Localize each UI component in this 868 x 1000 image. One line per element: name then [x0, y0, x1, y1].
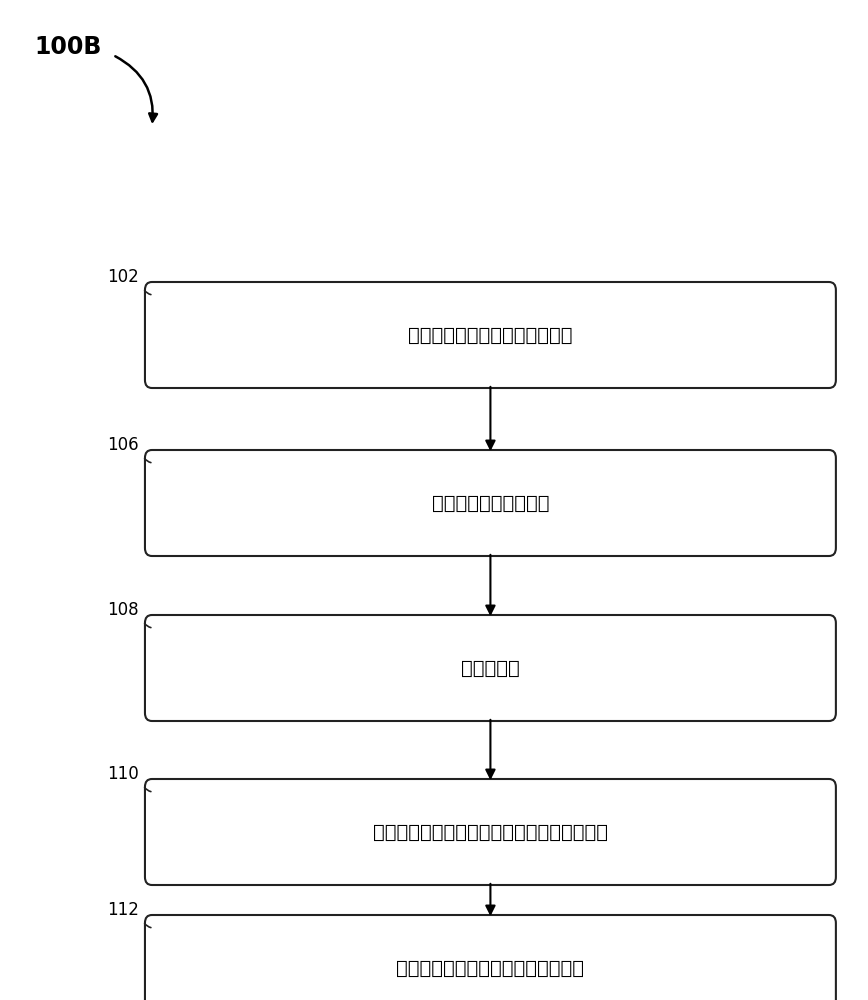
FancyArrowPatch shape	[115, 56, 157, 121]
FancyBboxPatch shape	[145, 779, 836, 885]
Text: 在玻璃衬底的第一侧上及第二侧上沉积介电层: 在玻璃衬底的第一侧上及第二侧上沉积介电层	[373, 822, 608, 842]
FancyArrowPatch shape	[145, 290, 151, 295]
Text: 106: 106	[108, 436, 139, 454]
FancyBboxPatch shape	[145, 615, 836, 721]
Text: 110: 110	[107, 765, 139, 783]
FancyArrowPatch shape	[145, 458, 151, 463]
FancyBboxPatch shape	[145, 915, 836, 1000]
Text: 沉积金属层: 沉积金属层	[461, 658, 520, 678]
Text: 100B: 100B	[35, 35, 102, 59]
Text: 102: 102	[107, 268, 139, 286]
Text: 移除玻璃衬底的暴露于紫外光的区域: 移除玻璃衬底的暴露于紫外光的区域	[397, 958, 584, 978]
FancyBboxPatch shape	[145, 282, 836, 388]
FancyArrowPatch shape	[145, 923, 151, 928]
Text: 在玻璃衬底中形成至少两个通孔: 在玻璃衬底中形成至少两个通孔	[408, 326, 573, 344]
FancyBboxPatch shape	[145, 450, 836, 556]
Text: 将玻璃衬底暴露于高温: 将玻璃衬底暴露于高温	[431, 493, 549, 512]
Text: 108: 108	[108, 601, 139, 619]
FancyArrowPatch shape	[145, 787, 151, 792]
Text: 112: 112	[107, 901, 139, 919]
FancyArrowPatch shape	[145, 623, 151, 628]
